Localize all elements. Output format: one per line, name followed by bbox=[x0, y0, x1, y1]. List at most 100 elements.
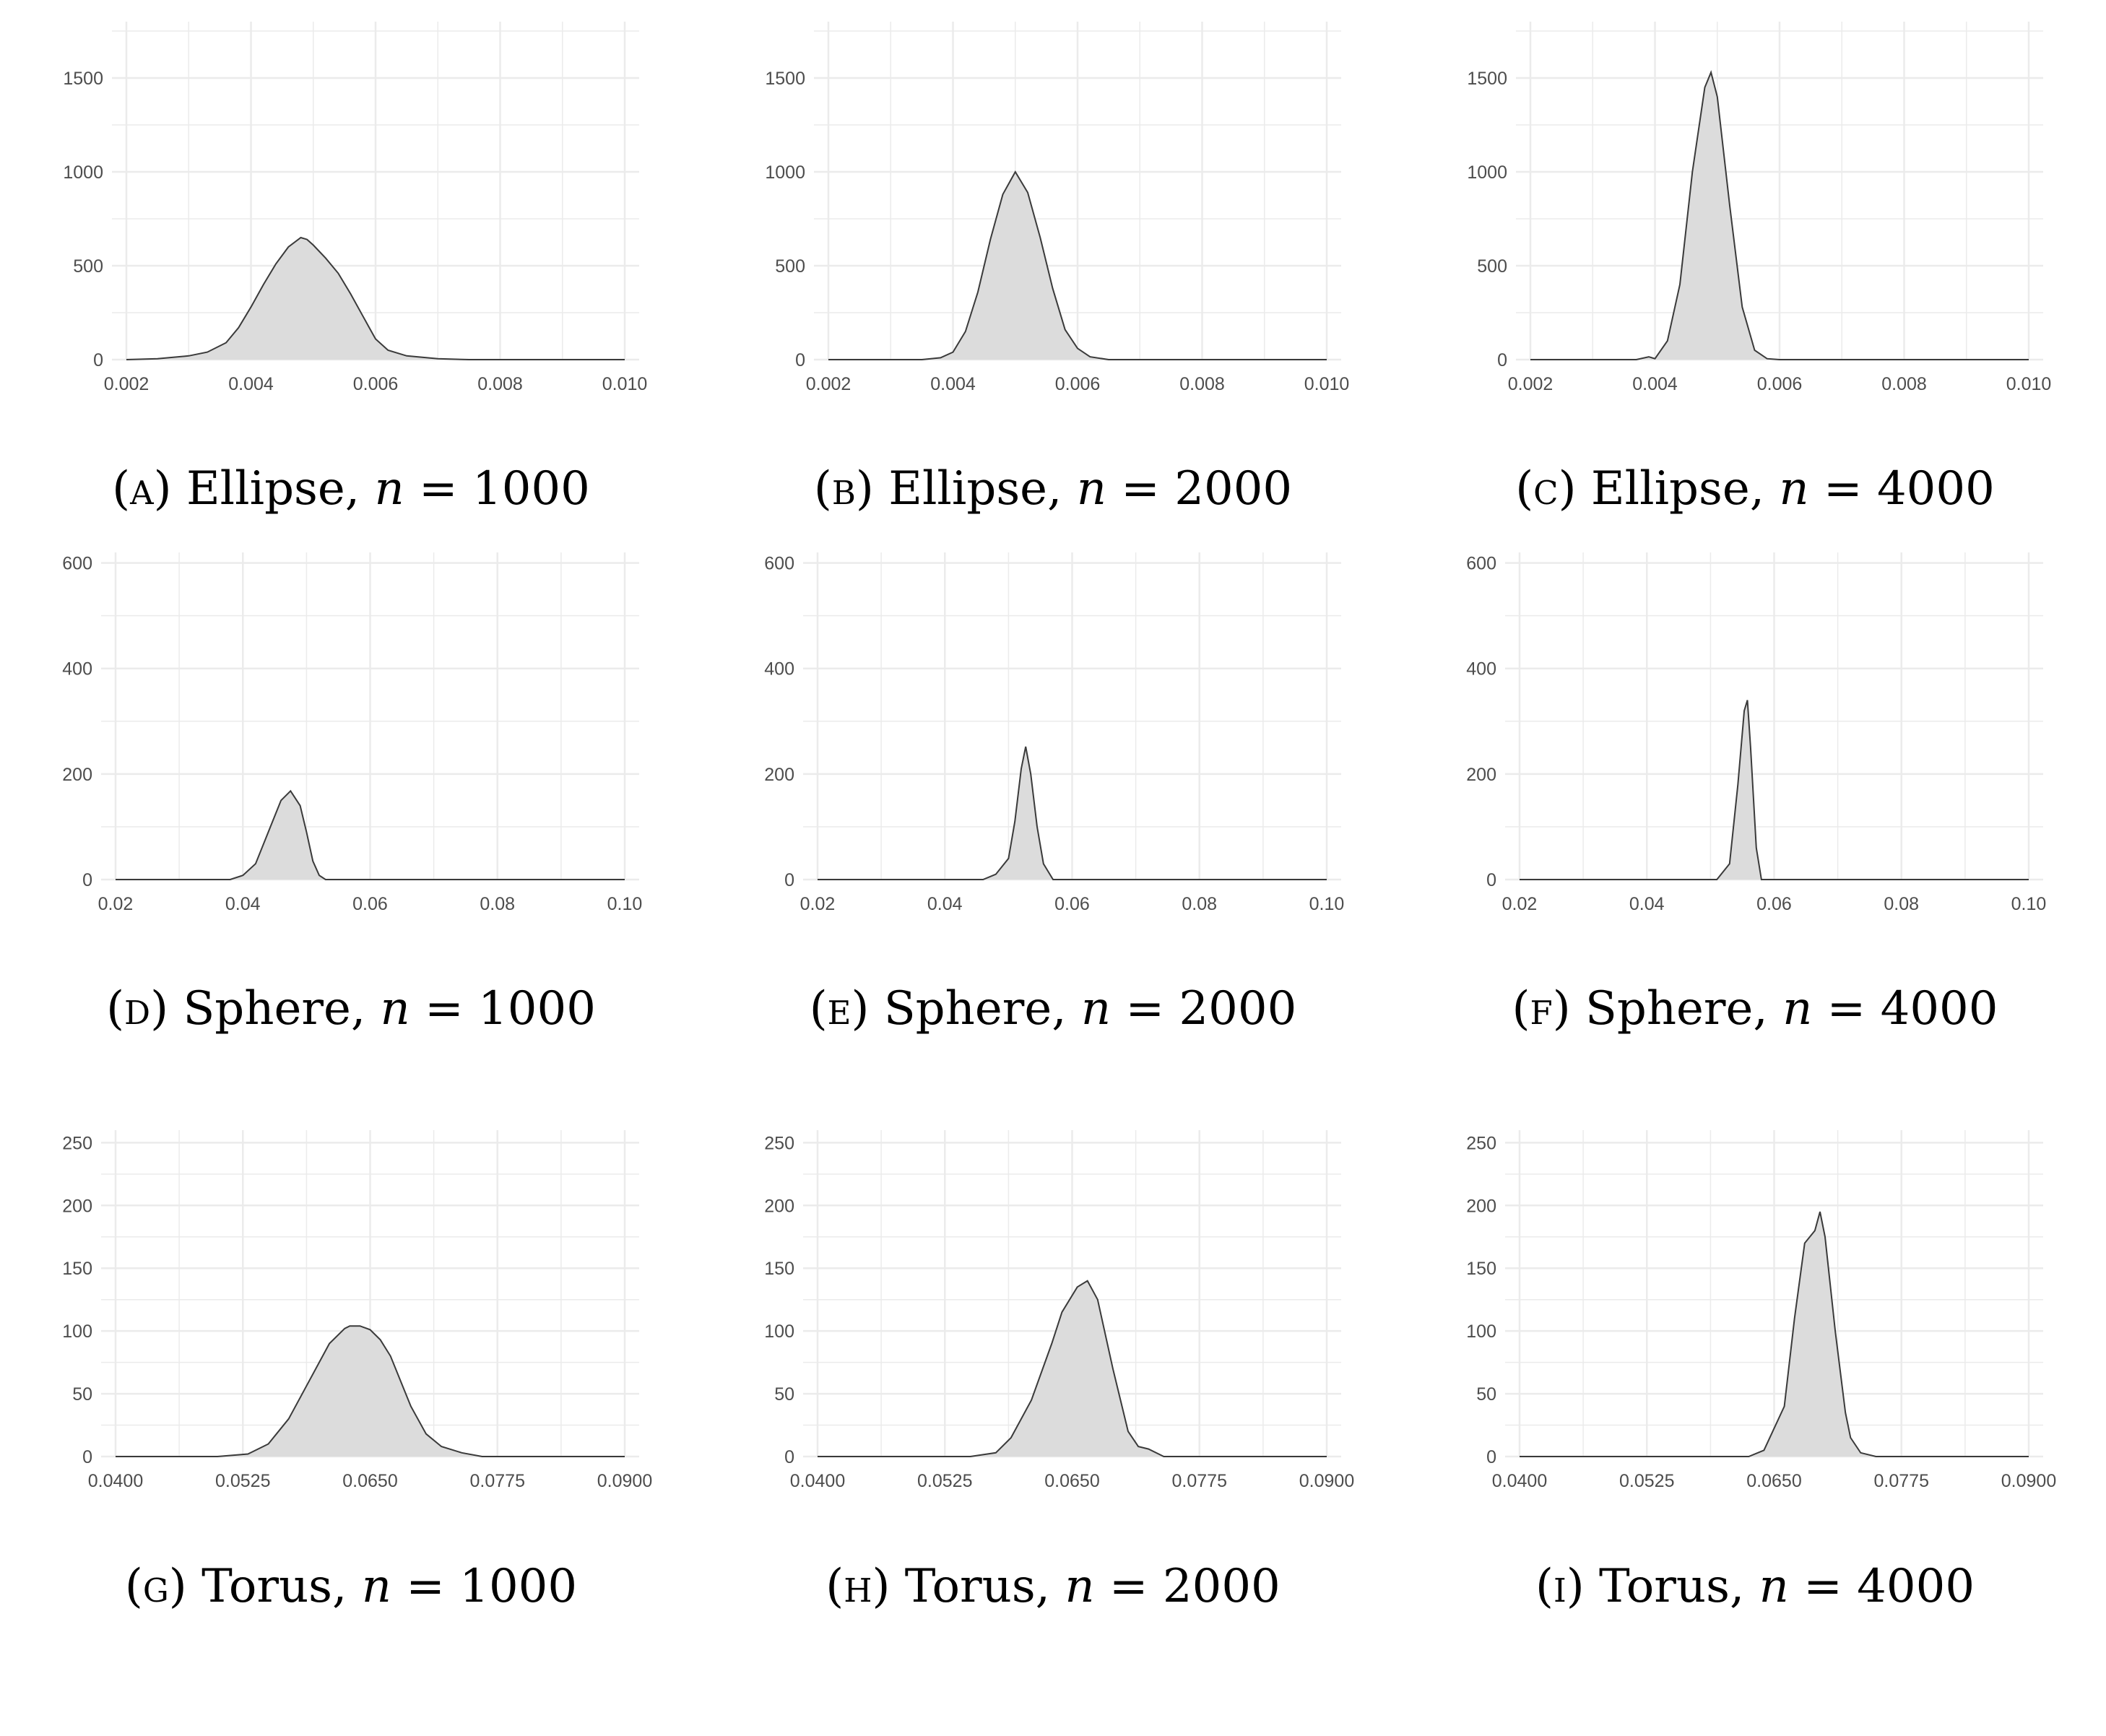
x-tick-label: 0.0400 bbox=[790, 1471, 845, 1491]
y-tick-label: 400 bbox=[62, 659, 92, 680]
y-tick-label: 400 bbox=[764, 659, 794, 680]
x-tick-label: 0.006 bbox=[1757, 374, 1803, 394]
x-tick-label: 0.0650 bbox=[1044, 1471, 1099, 1491]
y-tick-label: 0 bbox=[93, 350, 103, 370]
y-tick-label: 600 bbox=[764, 554, 794, 574]
x-tick-label: 0.008 bbox=[1881, 374, 1927, 394]
density-area bbox=[818, 1280, 1327, 1457]
y-tick-label: 0 bbox=[784, 1447, 794, 1467]
y-tick-label: 0 bbox=[795, 350, 805, 370]
x-tick-label: 0.010 bbox=[2006, 374, 2052, 394]
x-tick-label: 0.02 bbox=[1502, 894, 1538, 914]
density-line bbox=[116, 789, 625, 880]
y-tick-label: 0 bbox=[82, 870, 92, 890]
x-tick-label: 0.04 bbox=[1629, 894, 1665, 914]
panel-d: 0 200 400 600 0.02 0.04 0.06 0.08 0.10 (d) Spher… bbox=[0, 534, 702, 1036]
x-tick-label: 0.0650 bbox=[1746, 1471, 1801, 1491]
y-tick-label: 600 bbox=[1466, 554, 1496, 574]
density-line bbox=[116, 1325, 625, 1457]
y-tick-label: 500 bbox=[73, 256, 103, 277]
panel-e: 0 200 400 600 0.02 0.04 0.06 0.08 0.10 (e) Spher… bbox=[702, 534, 1404, 1036]
x-tick-label: 0.002 bbox=[806, 374, 852, 394]
panel-a: 0 500 1000 1500 0.002 0.004 0.006 0.008 0.010 (a… bbox=[0, 0, 702, 516]
y-tick-label: 50 bbox=[72, 1384, 92, 1405]
y-tick-label: 1500 bbox=[1467, 69, 1507, 89]
x-tick-label: 0.0525 bbox=[1619, 1471, 1674, 1491]
x-tick-label: 0.008 bbox=[1179, 374, 1225, 394]
x-tick-label: 0.0775 bbox=[1172, 1471, 1227, 1491]
y-tick-label: 500 bbox=[1477, 256, 1507, 277]
caption-b: (b) Ellipse, n = 2000 bbox=[813, 462, 1293, 516]
caption-h: (h) Torus, n = 2000 bbox=[826, 1560, 1280, 1613]
density-line bbox=[1520, 700, 2029, 880]
panel-h: 0 50 100 150 200 250 0.0400 0.0525 0.0650 0.0775 0… bbox=[702, 1105, 1404, 1613]
y-tick-label: 600 bbox=[62, 554, 92, 574]
x-tick-label: 0.10 bbox=[2011, 894, 2047, 914]
chart-a: 0 500 1000 1500 0.002 0.004 0.006 0.008 0.010 bbox=[63, 22, 648, 394]
x-tick-label: 0.008 bbox=[477, 374, 523, 394]
x-tick-label: 0.0900 bbox=[2001, 1471, 2056, 1491]
x-tick-label: 0.002 bbox=[1508, 374, 1554, 394]
panel-b: 0 500 1000 1500 0.002 0.004 0.006 0.008 0.010 (b… bbox=[702, 0, 1404, 516]
caption-i: (i) Torus, n = 4000 bbox=[1535, 1560, 1975, 1613]
y-tick-label: 250 bbox=[1466, 1133, 1496, 1153]
caption-c: (c) Ellipse, n = 4000 bbox=[1515, 462, 1995, 516]
x-tick-label: 0.06 bbox=[1054, 894, 1090, 914]
panel-i: 0 50 100 150 200 250 0.0400 0.0525 0.0650 0.0775 0… bbox=[1404, 1105, 2106, 1613]
x-tick-label: 0.004 bbox=[228, 374, 274, 394]
x-tick-label: 0.02 bbox=[98, 894, 134, 914]
caption-g: (g) Torus, n = 1000 bbox=[124, 1560, 578, 1613]
density-line bbox=[1530, 70, 2029, 360]
x-tick-label: 0.02 bbox=[800, 894, 836, 914]
x-tick-label: 0.002 bbox=[104, 374, 150, 394]
y-tick-label: 100 bbox=[62, 1321, 92, 1342]
x-tick-label: 0.0400 bbox=[88, 1471, 143, 1491]
y-tick-label: 0 bbox=[1497, 350, 1507, 370]
y-tick-label: 200 bbox=[1466, 765, 1496, 785]
y-tick-label: 200 bbox=[764, 1196, 794, 1216]
x-tick-label: 0.004 bbox=[930, 374, 976, 394]
density-line bbox=[818, 1280, 1327, 1457]
y-tick-label: 200 bbox=[62, 765, 92, 785]
x-tick-label: 0.04 bbox=[927, 894, 963, 914]
x-tick-label: 0.0650 bbox=[342, 1471, 397, 1491]
y-tick-label: 1000 bbox=[765, 162, 805, 183]
y-tick-label: 400 bbox=[1466, 659, 1496, 680]
y-tick-label: 500 bbox=[775, 256, 805, 277]
x-tick-label: 0.0525 bbox=[215, 1471, 270, 1491]
density-area bbox=[116, 1326, 625, 1457]
y-tick-label: 0 bbox=[82, 1447, 92, 1467]
y-tick-label: 200 bbox=[764, 765, 794, 785]
chart-g: 0 50 100 150 200 250 0.0400 0.0525 0.0650 0.0775 0… bbox=[62, 1130, 652, 1491]
y-tick-label: 0 bbox=[784, 870, 794, 890]
x-tick-label: 0.06 bbox=[1756, 894, 1792, 914]
y-tick-label: 0 bbox=[1486, 1447, 1496, 1467]
y-tick-label: 150 bbox=[62, 1259, 92, 1279]
x-tick-label: 0.006 bbox=[1055, 374, 1101, 394]
caption-f: (f) Sphere, n = 4000 bbox=[1512, 982, 1998, 1036]
x-tick-label: 0.06 bbox=[352, 894, 388, 914]
y-tick-label: 150 bbox=[1466, 1259, 1496, 1279]
x-tick-label: 0.010 bbox=[602, 374, 648, 394]
y-tick-label: 50 bbox=[774, 1384, 794, 1405]
x-tick-label: 0.08 bbox=[1182, 894, 1217, 914]
y-tick-label: 250 bbox=[62, 1133, 92, 1153]
chart-c: 0 500 1000 1500 0.002 0.004 0.006 0.008 0.010 bbox=[1467, 22, 2052, 394]
chart-h: 0 50 100 150 200 250 0.0400 0.0525 0.0650 0.0775 0… bbox=[764, 1130, 1354, 1491]
caption-e: (e) Sphere, n = 2000 bbox=[809, 982, 1297, 1036]
x-tick-label: 0.0775 bbox=[470, 1471, 525, 1491]
x-tick-label: 0.10 bbox=[1309, 894, 1345, 914]
density-line bbox=[126, 236, 625, 360]
chart-b: 0 500 1000 1500 0.002 0.004 0.006 0.008 0.010 bbox=[765, 22, 1349, 394]
y-tick-label: 1000 bbox=[63, 162, 103, 183]
caption-a: (a) Ellipse, n = 1000 bbox=[112, 462, 590, 516]
y-tick-label: 200 bbox=[1466, 1196, 1496, 1216]
caption-d: (d) Sphere, n = 1000 bbox=[106, 982, 596, 1036]
x-tick-label: 0.0400 bbox=[1492, 1471, 1547, 1491]
density-line bbox=[1520, 1211, 2029, 1457]
panel-g: 0 50 100 150 200 250 0.0400 0.0525 0.0650 0.0775 0… bbox=[0, 1105, 702, 1613]
chart-e: 0 200 400 600 0.02 0.04 0.06 0.08 0.10 bbox=[764, 552, 1345, 914]
x-tick-label: 0.0900 bbox=[1299, 1471, 1354, 1491]
x-tick-label: 0.08 bbox=[1884, 894, 1919, 914]
x-tick-label: 0.08 bbox=[480, 894, 515, 914]
